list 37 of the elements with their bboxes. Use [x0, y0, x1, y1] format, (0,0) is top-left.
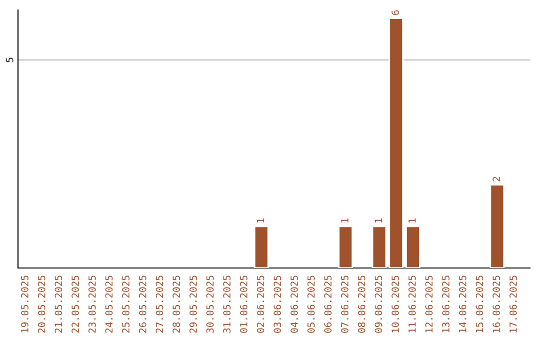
data-label: 1	[256, 218, 264, 222]
x-tick-label: 03.06.2025	[274, 276, 282, 333]
x-tick-label: 02.06.2025	[256, 276, 264, 333]
x-tick-label: 16.06.2025	[492, 276, 500, 332]
x-tick-label: 23.05.2025	[88, 276, 96, 333]
x-tick-label: 12.06.2025	[425, 276, 433, 332]
x-tick-label: 06.06.2025	[324, 276, 332, 333]
x-tick-label: 10.06.2025	[392, 276, 399, 332]
data-label: 2	[492, 176, 500, 182]
x-tick-label: 15.06.2025	[476, 276, 484, 332]
x-tick-label: 07.06.2025	[341, 276, 348, 333]
x-tick-label: 14.06.2025	[458, 276, 466, 332]
x-tick-label: 27.05.2025	[156, 276, 164, 333]
x-tick-label: 31.05.2025	[223, 276, 231, 333]
x-tick-label: 30.05.2025	[206, 276, 214, 333]
x-tick-label: 28.05.2025	[172, 276, 180, 333]
x-tick-label: 29.05.2025	[189, 276, 197, 333]
y-tick-label: 5	[6, 58, 14, 62]
data-label: 1	[341, 218, 348, 222]
x-tick-label: 09.06.2025	[374, 276, 382, 333]
data-label: 1	[408, 218, 416, 222]
x-tick-label: 13.06.2025	[442, 276, 450, 332]
data-label: 1	[374, 218, 382, 222]
x-tick-label: 11.06.2025	[408, 276, 416, 332]
x-tick-label: 24.05.2025	[105, 276, 113, 333]
data-label: 6	[392, 10, 399, 15]
x-tick-label: 22.05.2025	[72, 276, 79, 333]
x-tick-label: 08.06.2025	[358, 276, 366, 333]
x-tick-label: 01.06.2025	[240, 276, 248, 333]
x-tick-label: 05.06.2025	[307, 276, 315, 333]
x-tick-label: 20.05.2025	[38, 276, 46, 333]
x-tick-label: 21.05.2025	[54, 276, 62, 333]
x-tick-label: 25.05.2025	[122, 276, 130, 333]
x-tick-label: 17.06.2025	[509, 276, 517, 332]
x-tick-label: 26.05.2025	[138, 276, 146, 333]
x-tick-label: 04.06.2025	[290, 276, 298, 333]
x-tick-label: 19.05.2025	[21, 276, 28, 332]
